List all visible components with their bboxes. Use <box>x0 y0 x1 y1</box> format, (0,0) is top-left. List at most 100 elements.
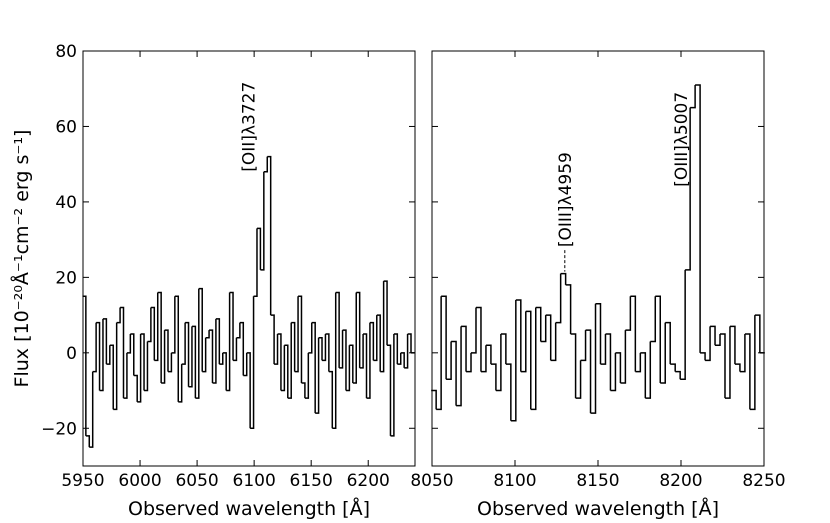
step <box>625 296 632 331</box>
step <box>253 228 258 297</box>
step <box>366 322 371 399</box>
step <box>387 344 392 436</box>
step <box>174 295 180 402</box>
step <box>352 292 357 384</box>
step <box>215 318 221 365</box>
step <box>451 340 457 406</box>
step <box>700 352 706 361</box>
step <box>318 336 323 361</box>
step <box>520 311 527 373</box>
step <box>720 333 726 399</box>
step <box>212 318 217 384</box>
annotation: [OIII]λ5007 <box>672 92 692 187</box>
step <box>640 352 647 399</box>
y-axis-label: Flux [10⁻²⁰Å⁻¹cm⁻² erg s⁻¹] <box>10 130 33 388</box>
step <box>404 333 409 369</box>
step <box>580 330 587 362</box>
step <box>724 326 731 399</box>
x-tick-label: 8150 <box>576 471 619 491</box>
step <box>123 352 128 399</box>
x-tick-label: 8050 <box>410 471 453 491</box>
step <box>690 84 696 109</box>
step <box>89 371 94 448</box>
step <box>715 333 721 347</box>
step <box>680 269 686 380</box>
step <box>96 321 101 391</box>
step <box>490 363 497 391</box>
step <box>560 272 567 285</box>
step <box>181 322 186 365</box>
annotation: [OII]λ3727 <box>239 82 259 172</box>
step <box>471 307 477 354</box>
step <box>85 435 91 448</box>
step <box>655 295 661 383</box>
step <box>126 333 132 354</box>
step <box>359 333 364 369</box>
x-tick-label: 8200 <box>659 471 702 491</box>
step <box>585 329 592 414</box>
step <box>109 344 114 410</box>
step <box>570 333 577 399</box>
step <box>185 321 190 387</box>
step <box>446 341 452 380</box>
step <box>154 292 159 362</box>
step <box>349 344 354 383</box>
step <box>144 341 149 392</box>
step <box>256 227 262 270</box>
step <box>335 291 340 368</box>
step <box>650 296 657 343</box>
step <box>188 326 193 388</box>
step <box>356 291 361 368</box>
step <box>505 363 512 421</box>
y-tick-label: 60 <box>55 117 77 137</box>
step <box>198 287 203 372</box>
x-tick-label: 6100 <box>233 471 276 491</box>
step <box>260 171 265 271</box>
step <box>500 333 507 365</box>
step <box>164 329 169 372</box>
step <box>339 330 344 369</box>
panel: 8050 8100 8150 8200 8250 Observed wavelength … <box>410 50 786 520</box>
step <box>734 363 741 372</box>
step <box>400 352 405 368</box>
x-tick-label: 6150 <box>290 471 333 491</box>
x-tick-label: 5950 <box>61 471 104 491</box>
step <box>267 155 272 316</box>
step <box>369 321 375 361</box>
step <box>407 333 412 353</box>
step <box>120 306 125 399</box>
step <box>209 329 214 383</box>
y-tick-label: 0 <box>66 344 77 364</box>
step <box>219 352 224 365</box>
step <box>530 307 537 411</box>
step <box>510 300 517 422</box>
step <box>161 330 166 384</box>
step <box>645 341 652 399</box>
step <box>270 314 275 365</box>
step <box>535 306 542 342</box>
step <box>246 352 251 429</box>
step <box>280 345 286 392</box>
step <box>685 107 691 271</box>
step <box>226 292 231 392</box>
step <box>202 337 207 373</box>
x-tick-label: 8250 <box>742 471 785 491</box>
step <box>99 318 104 392</box>
step <box>130 333 135 376</box>
step <box>595 303 602 365</box>
step <box>431 389 437 410</box>
step <box>615 352 622 383</box>
step <box>291 321 296 372</box>
step <box>308 322 313 354</box>
step <box>195 288 200 399</box>
step <box>92 322 97 373</box>
step <box>106 345 111 365</box>
step <box>363 333 368 399</box>
step <box>739 333 746 373</box>
step <box>436 296 442 411</box>
step <box>171 296 176 354</box>
step <box>555 273 562 324</box>
step <box>157 291 162 383</box>
axes-frame <box>82 50 416 467</box>
step <box>475 306 482 372</box>
